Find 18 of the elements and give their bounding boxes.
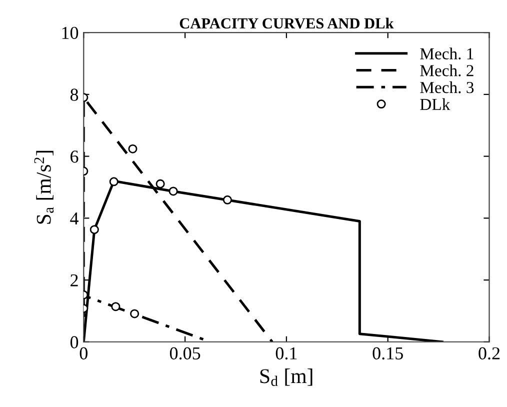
x-tick-label: 0.15 <box>372 347 403 360</box>
y-tick-label: 10 <box>62 26 78 39</box>
chart-title: CAPACITY CURVES AND DLk <box>180 18 394 29</box>
y-tick-label: 0 <box>70 336 78 348</box>
y-axis-title: S$_{a}$ [m/s$^{2}$] <box>34 150 54 224</box>
legend-label: Mech. 2 <box>420 64 474 76</box>
x-axis-title: S$_{d}$ [m] <box>260 368 312 386</box>
x-tick-label: 0.2 <box>478 347 500 360</box>
x-tick-label: 0 <box>80 347 88 360</box>
y-tick-label: 6 <box>70 150 78 163</box>
legend-label: Mech. 1 <box>420 48 474 60</box>
y-tick-label: 8 <box>70 88 78 101</box>
y-tick-label: 2 <box>70 274 78 286</box>
x-tick-label: 0.05 <box>170 347 200 360</box>
legend-label: DLk <box>420 98 450 110</box>
legend-label: Mech. 3 <box>420 81 474 94</box>
y-tick-label: 4 <box>70 212 79 224</box>
x-tick-label: 0.1 <box>276 347 297 360</box>
